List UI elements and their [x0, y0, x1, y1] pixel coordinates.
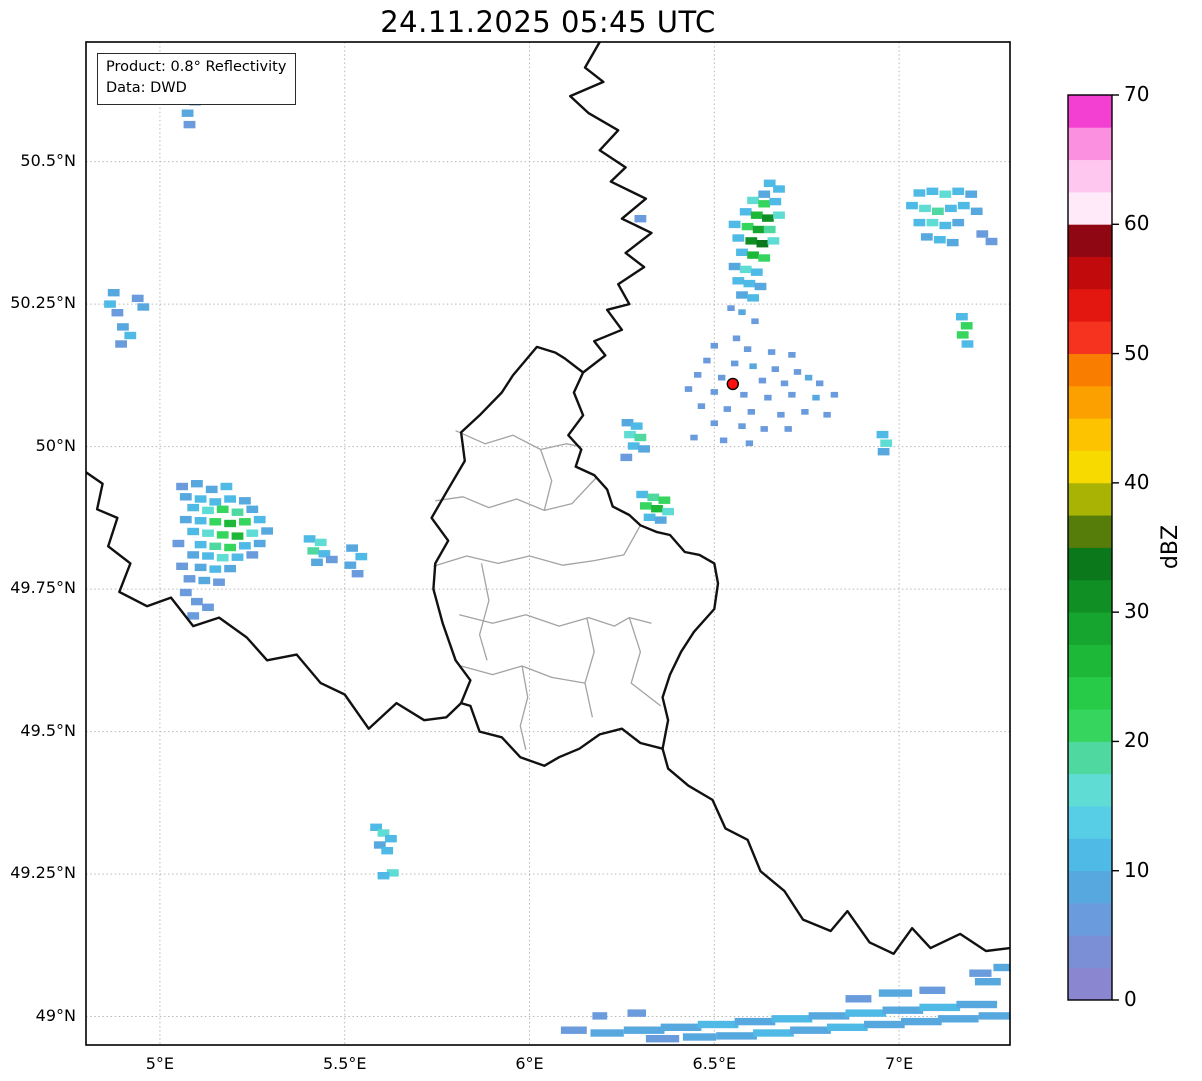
- colorbar-tick-label: 10: [1124, 857, 1150, 882]
- colorbar-tick-label: 0: [1124, 987, 1137, 1011]
- y-tick-label: 49.25°N: [10, 863, 76, 883]
- border-france-belgium: [86, 471, 463, 730]
- region-borders-layer: [433, 430, 662, 750]
- radar-site-marker: [726, 377, 739, 391]
- y-tick-label: 49.5°N: [20, 720, 76, 740]
- x-tick-label: 5°E: [145, 1054, 175, 1073]
- colorbar-tick-label: 70: [1124, 82, 1150, 106]
- x-tick-label: 6.5°E: [692, 1054, 737, 1073]
- map-layers: [86, 42, 1010, 1045]
- colorbar-frame: [1067, 94, 1113, 1001]
- border-belgium-germany: [569, 42, 653, 374]
- y-tick-label: 50.25°N: [10, 293, 76, 313]
- colorbar-tick-label: 40: [1124, 469, 1150, 494]
- country-borders-layer: [86, 42, 1010, 955]
- reflectivity-echo-layer: [104, 86, 1010, 1043]
- x-tick-label: 5.5°E: [322, 1054, 367, 1073]
- gridlines-layer: [86, 42, 1010, 1045]
- colorbar-tick-label: 20: [1124, 728, 1150, 753]
- colorbar-tick-label: 60: [1124, 211, 1150, 236]
- figure-title: 24.11.2025 05:45 UTC: [380, 5, 716, 39]
- colorbar-tick-label: 30: [1124, 599, 1150, 624]
- product-label: Product: 0.8° Reflectivity: [106, 59, 287, 75]
- border-france-germany: [661, 747, 1010, 955]
- colorbar: [1067, 94, 1119, 1001]
- data-source-label: Data: DWD: [106, 80, 187, 97]
- border-luxembourg: [430, 345, 720, 767]
- plot-frame: [85, 41, 1011, 1046]
- x-tick-label: 6°E: [515, 1054, 544, 1073]
- y-tick-label: 50.5°N: [20, 150, 76, 170]
- colorbar-axis-label: dBZ: [1158, 524, 1183, 570]
- y-tick-label: 49°N: [35, 1005, 76, 1025]
- y-tick-label: 50°N: [35, 435, 76, 455]
- x-tick-label: 7°E: [884, 1054, 914, 1073]
- product-info-box: Product: 0.8° Reflectivity Data: DWD: [97, 53, 297, 106]
- y-tick-label: 49.75°N: [10, 578, 76, 598]
- colorbar-tick-label: 50: [1124, 340, 1150, 365]
